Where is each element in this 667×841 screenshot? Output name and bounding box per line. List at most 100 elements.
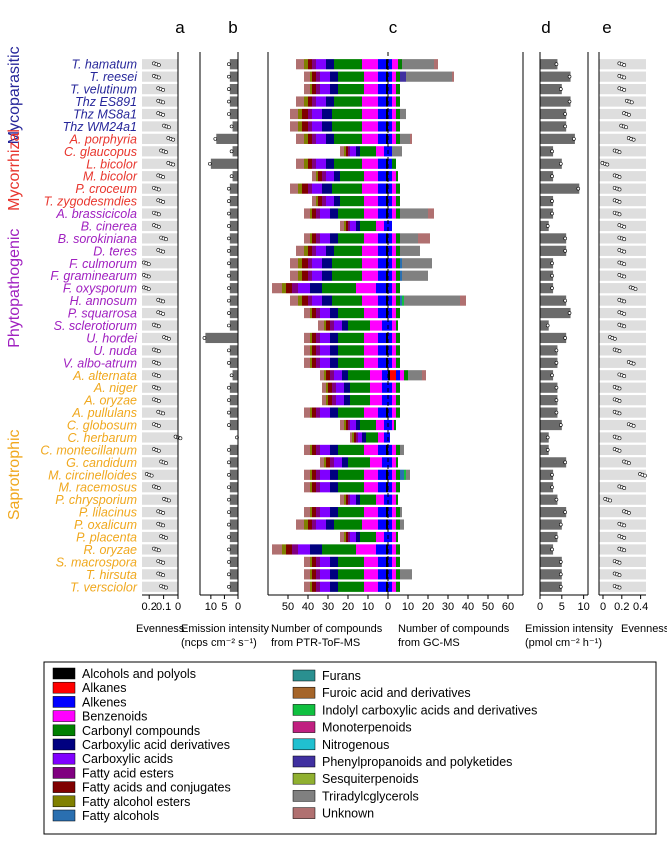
gc-segment-alkenes bbox=[388, 357, 392, 368]
gc-emission-point bbox=[559, 572, 563, 577]
ptr-segment-fatty-acids-and-conjugates bbox=[312, 507, 316, 518]
legend-swatch bbox=[52, 710, 76, 722]
gc-emission-point bbox=[554, 361, 559, 365]
panel-d-letter: d bbox=[541, 18, 550, 37]
ptr-segment-carboxylic-acids bbox=[326, 171, 334, 182]
gc-evenness-point bbox=[617, 386, 622, 391]
panel-c-tick-label: 50 bbox=[482, 601, 494, 613]
species-label: T. hamatum bbox=[71, 58, 137, 72]
species-label: L. bicolor bbox=[86, 157, 138, 171]
gc-segment-alkenes bbox=[396, 370, 400, 381]
gc-segment-phenylpropanoids-and-polyketides bbox=[400, 71, 406, 82]
ptr-emission-bar bbox=[229, 419, 238, 431]
species-label: B. cinerea bbox=[81, 219, 137, 233]
ptr-emission-point bbox=[227, 286, 231, 290]
gc-emission-bar bbox=[540, 457, 567, 468]
ptr-segment-carboxylic-acid-derivatives bbox=[322, 121, 332, 132]
gc-emission-bar bbox=[540, 71, 571, 82]
ptr-segment-carbonyl-compounds bbox=[332, 183, 362, 194]
legend-label: Fatty alcohol esters bbox=[82, 795, 190, 809]
ptr-segment-benzenoids bbox=[370, 457, 382, 468]
species-label: F. oxysporum bbox=[63, 282, 137, 296]
ptr-segment-alcohols-and-polyols bbox=[386, 233, 388, 244]
ptr-segment-fatty-acid-esters bbox=[316, 482, 320, 493]
ptr-segment-carboxylic-acids bbox=[316, 133, 326, 144]
ptr-segment-carboxylic-acid-derivatives bbox=[326, 158, 334, 169]
gc-segment-indolyl-carboxylic-acids-and-derivatives bbox=[404, 469, 406, 480]
ptr-segment-carbonyl-compounds bbox=[340, 195, 364, 207]
ptr-segment-fatty-acids-and-conjugates bbox=[312, 444, 316, 456]
evenness-bg bbox=[599, 432, 646, 443]
ptr-segment-fatty-alcohol-esters bbox=[344, 146, 346, 157]
ptr-emission-point bbox=[227, 348, 231, 353]
ptr-segment-carboxylic-acid-derivatives bbox=[362, 432, 366, 443]
ptr-segment-fatty-acid-esters bbox=[330, 320, 334, 331]
ptr-segment-carboxylic-acid-derivatives bbox=[330, 581, 338, 592]
ptr-emission-bar bbox=[229, 220, 238, 232]
evenness-bg bbox=[599, 183, 646, 194]
ptr-segment-fatty-acid-esters bbox=[332, 395, 336, 406]
gc-evenness-point bbox=[617, 199, 622, 204]
legend-swatch bbox=[52, 738, 76, 751]
ptr-emission-point bbox=[202, 336, 207, 340]
ptr-segment-fatty-acid-esters bbox=[312, 245, 316, 256]
ptr-segment-carbonyl-compounds bbox=[360, 220, 376, 232]
ptr-segment-fatty-acid-esters bbox=[330, 457, 334, 468]
legend-label: Alkenes bbox=[82, 695, 126, 709]
ptr-segment-alcohols-and-polyols bbox=[386, 71, 388, 82]
ptr-segment-unknown bbox=[304, 482, 310, 493]
panel-c-tick-label: 20 bbox=[422, 601, 434, 613]
gc-segment-benzenoids bbox=[392, 407, 396, 418]
legend-swatch bbox=[52, 696, 76, 708]
gc-segment-benzenoids bbox=[392, 382, 396, 393]
ptr-segment-carboxylic-acid-derivatives bbox=[326, 133, 334, 144]
ptr-segment-benzenoids bbox=[364, 482, 378, 493]
ptr-segment-carboxylic-acids bbox=[320, 84, 330, 95]
evenness-bg bbox=[599, 195, 646, 207]
ptr-emission-point bbox=[227, 423, 231, 427]
ptr-segment-fatty-alcohol-esters bbox=[310, 357, 312, 368]
ptr-segment-carbonyl-compounds bbox=[338, 581, 364, 592]
panel-b-tick-label: 5 bbox=[221, 601, 227, 613]
gc-segment-alkenes bbox=[388, 96, 392, 107]
ptr-segment-carbonyl-compounds bbox=[334, 133, 362, 144]
ptr-segment-carbonyl-compounds bbox=[338, 357, 364, 368]
ptr-segment-carboxylic-acid-derivatives bbox=[330, 569, 338, 580]
ptr-segment-fatty-alcohol-esters bbox=[310, 482, 312, 493]
gc-emission-point bbox=[567, 99, 572, 104]
gc-segment-carbonyl-compounds bbox=[398, 59, 402, 70]
ptr-segment-carboxylic-acids bbox=[320, 482, 330, 493]
ptr-segment-benzenoids bbox=[356, 283, 376, 294]
ptr-segment-carboxylic-acids bbox=[336, 395, 344, 406]
ptr-emission-point bbox=[227, 112, 231, 116]
ptr-emission-bar bbox=[229, 295, 238, 306]
ptr-segment-carboxylic-acids bbox=[320, 345, 330, 356]
evenness-point bbox=[156, 187, 161, 192]
ptr-segment-fatty-acid-esters bbox=[312, 133, 316, 144]
ptr-segment-fatty-acids-and-conjugates bbox=[302, 258, 308, 269]
gc-evenness-point bbox=[627, 112, 631, 117]
gc-emission-point bbox=[572, 137, 576, 141]
ptr-segment-carboxylic-acid-derivatives bbox=[326, 96, 334, 107]
gc-segment-triradylcglycerols bbox=[392, 146, 402, 157]
gc-segment-carbonyl-compounds bbox=[396, 307, 400, 319]
ptr-segment-fatty-alcohol-esters bbox=[310, 444, 312, 456]
ptr-segment-alkenes bbox=[378, 307, 386, 319]
ptr-segment-alkenes bbox=[378, 171, 386, 182]
gc-segment-alkenes bbox=[388, 569, 392, 580]
ptr-segment-alcohols-and-polyols bbox=[386, 556, 388, 567]
ptr-segment-carboxylic-acid-derivatives bbox=[310, 283, 322, 294]
ptr-segment-alkenes bbox=[378, 233, 386, 244]
ptr-segment-carbonyl-compounds bbox=[332, 108, 362, 120]
evenness-bg bbox=[599, 395, 646, 406]
gc-segment-benzenoids bbox=[392, 84, 396, 95]
ptr-segment-fatty-acids-and-conjugates bbox=[302, 270, 308, 281]
ptr-emission-point bbox=[227, 236, 231, 241]
gc-segment-triradylcglycerols bbox=[400, 519, 404, 530]
ptr-emission-bar bbox=[232, 370, 238, 381]
gc-segment-alkenes bbox=[388, 469, 392, 480]
ptr-segment-alcohols-and-polyols bbox=[386, 507, 388, 518]
gc-evenness-point bbox=[622, 262, 627, 266]
ptr-segment-fatty-alcohol-esters bbox=[304, 133, 308, 144]
gc-emission-bar bbox=[540, 556, 562, 567]
